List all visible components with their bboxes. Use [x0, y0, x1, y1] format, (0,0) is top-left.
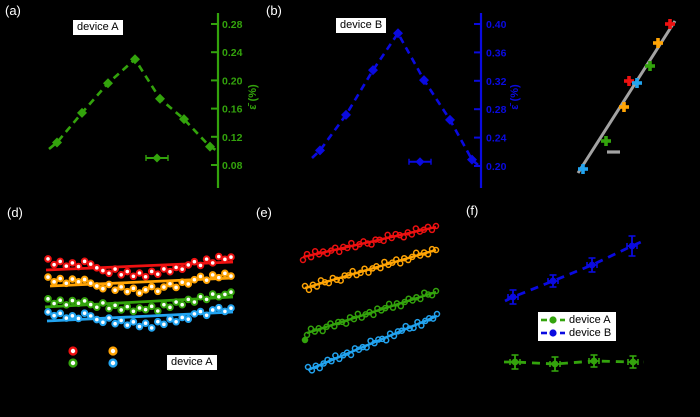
- tick-label: 0.28: [222, 19, 243, 31]
- legend-marker-device-b-icon: [541, 329, 565, 337]
- device-a-annotation-panel-a: device A: [73, 20, 123, 35]
- legend-label-device-b: device B: [569, 327, 612, 339]
- legend-marker-device-a-icon: [541, 316, 565, 324]
- legend-panel-f: device A device B: [538, 312, 617, 341]
- legend-marker-red: [68, 346, 78, 356]
- panel-b: 0.40 0.36 0.32 0.28 0.24 0.20 ε̄ (%): [311, 13, 521, 188]
- panel-f: [504, 235, 644, 372]
- panel-e-tag: (e): [256, 205, 272, 220]
- panel-d-tag: (d): [7, 205, 23, 220]
- tick-label: 0.24: [222, 47, 243, 59]
- panel-b-tag: (b): [266, 3, 282, 18]
- tick-label: 0.20: [222, 75, 243, 87]
- legend-marker-orange: [108, 346, 118, 356]
- panel-a: 0.28 0.24 0.20 0.16 0.12 0.08 ε̄ (%): [48, 13, 259, 188]
- tick-label: 0.40: [486, 19, 507, 31]
- device-a-annotation-panel-d: device A: [167, 355, 217, 370]
- tick-label: 0.24: [486, 133, 507, 145]
- axis-label: ε̄ (%): [247, 84, 259, 110]
- panel-e: [299, 222, 441, 374]
- panel-a-tag: (a): [5, 3, 21, 18]
- tick-label: 0.16: [222, 104, 243, 116]
- legend-entry-device-a: device A: [541, 314, 611, 326]
- device-b-annotation-panel-b: device B: [336, 18, 387, 33]
- tick-label: 0.32: [486, 76, 507, 88]
- panel-d: [44, 252, 235, 368]
- tick-label: 0.12: [222, 132, 243, 144]
- panel-c: [576, 19, 677, 174]
- legend-marker-cyan: [108, 358, 118, 368]
- tick-label: 0.28: [486, 104, 507, 116]
- tick-label: 0.36: [486, 47, 507, 59]
- panel-f-tag: (f): [466, 203, 479, 218]
- tick-label: 0.20: [486, 161, 507, 173]
- legend-marker-green: [68, 358, 78, 368]
- legend-label-device-a: device A: [569, 314, 611, 326]
- axis-label: ε̄ (%): [509, 84, 521, 110]
- tick-label: 0.08: [222, 160, 243, 172]
- legend-entry-device-b: device B: [541, 327, 611, 339]
